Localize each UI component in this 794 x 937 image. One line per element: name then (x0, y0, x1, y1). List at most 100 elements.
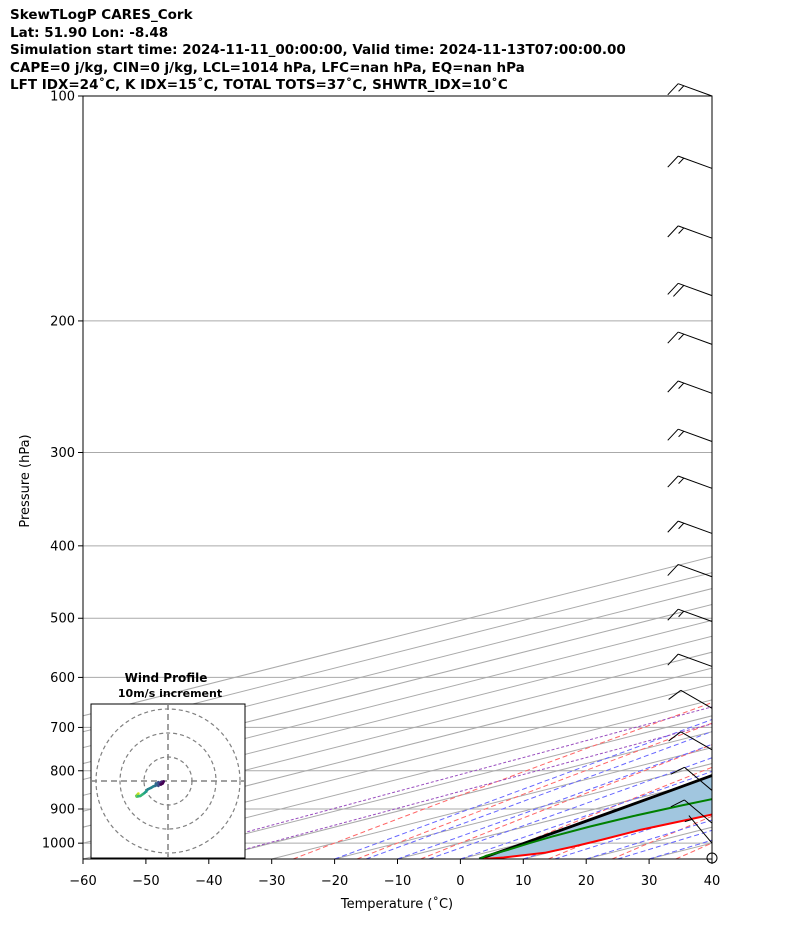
barb-half-flag (678, 382, 685, 389)
barb-flag (667, 225, 679, 238)
x-tick-label: 20 (578, 874, 595, 889)
dry-adiabat (740, 96, 794, 859)
barb-flag (667, 380, 679, 393)
hodograph-trace-segment (159, 782, 165, 786)
barb-flag (667, 331, 679, 344)
index-line: LFT IDX=24˚C, K IDX=15˚C, TOTAL TOTS=37˚… (10, 77, 508, 94)
dry-adiabat (356, 722, 712, 859)
barb-flag (667, 83, 679, 96)
chart-title: SkewTLogP CARES_Cork (10, 7, 193, 23)
isotherm-line (83, 619, 712, 780)
y-tick-label: 800 (50, 764, 75, 779)
barb-half-flag (678, 85, 685, 92)
isotherm-line (145, 715, 712, 859)
barb-flag (667, 653, 679, 666)
x-tick-label: −30 (258, 874, 285, 889)
location-line: Lat: 51.90 Lon: -8.48 (10, 24, 169, 41)
isotherm-line (83, 651, 712, 812)
x-tick-label: −10 (384, 874, 411, 889)
profiles (478, 774, 712, 859)
parcel-profile-line (478, 774, 712, 859)
time-line: Simulation start time: 2024-11-11_00:00:… (10, 42, 626, 59)
isotherm-line (83, 683, 712, 844)
barb-staff (688, 815, 713, 844)
wind-barb (670, 766, 713, 791)
wind-barb (667, 155, 713, 169)
wind-barb (684, 815, 713, 844)
hodograph-subtitle: 10m/s increment (118, 687, 222, 700)
wind-barb (667, 225, 713, 239)
barb-flag (667, 155, 679, 168)
hodograph-inset: Wind Profile 10m/s increment (90, 671, 246, 859)
moist-adiabat (397, 743, 712, 859)
mixing-ratio-line (208, 723, 712, 859)
barb-flag (670, 799, 685, 808)
isotherm-line (83, 699, 712, 859)
cin-shaded-region (479, 775, 712, 859)
barb-staff (680, 689, 713, 709)
hodograph-body (91, 704, 245, 858)
barb-flag (670, 766, 685, 775)
x-tick-label: 0 (456, 874, 464, 889)
x-tick-label: −60 (69, 874, 96, 889)
y-tick-label: 1000 (42, 837, 75, 852)
moist-adiabat (460, 770, 712, 859)
wind-barb (667, 608, 713, 622)
dewpoint-profile-line (478, 798, 712, 859)
barb-half-flag (678, 610, 685, 618)
cape-line: CAPE=0 j/kg, CIN=0 j/kg, LCL=1014 hPa, L… (10, 59, 525, 76)
wind-barb (667, 83, 713, 97)
barb-flag (673, 285, 685, 297)
wind-barb (667, 475, 713, 489)
y-tick-label: 400 (50, 539, 75, 554)
barb-half-flag (678, 430, 685, 438)
wind-barb (667, 653, 713, 667)
x-tick-label: 30 (641, 874, 658, 889)
wind-barb (670, 799, 713, 824)
y-tick-label: 600 (50, 671, 75, 686)
barb-flag (668, 731, 682, 742)
y-tick-label: 200 (50, 314, 75, 329)
wind-barb (667, 331, 713, 345)
barb-flag (667, 564, 679, 576)
y-tick-label: 500 (50, 612, 75, 627)
barb-staff (678, 83, 713, 97)
hodograph-title: Wind Profile (125, 671, 208, 685)
x-tick-label: 40 (704, 874, 721, 889)
axes: −60 −50 −40 −30 −20 −10 0 10 20 30 40 100 200 300 400 5… (42, 90, 720, 890)
barb-half-flag (684, 818, 693, 823)
wind-barb (668, 689, 713, 709)
barb-half-flag (678, 477, 685, 484)
barb-staff (684, 799, 713, 824)
barb-staff (680, 731, 713, 751)
x-axis-label: Temperature (˚C) (340, 896, 453, 912)
wind-barb (667, 563, 713, 578)
barb-half-flag (678, 333, 685, 341)
cape-cin-fill (479, 775, 712, 859)
barb-staff (678, 653, 713, 667)
isotherm-line (711, 858, 712, 859)
wind-barbs (667, 83, 718, 864)
y-tick-label: 300 (50, 446, 75, 461)
barb-flag (667, 282, 679, 295)
barb-flag (667, 608, 679, 621)
barb-flag (668, 689, 682, 700)
isotherm-line (83, 635, 712, 796)
barb-half-flag (678, 227, 685, 234)
wind-barb (667, 282, 713, 297)
x-tick-label: 10 (515, 874, 532, 889)
barb-half-flag (678, 522, 685, 530)
barb-staff (684, 766, 713, 791)
wind-barb (667, 380, 713, 394)
wind-barb (668, 731, 713, 751)
y-axis-label: Pressure (hPa) (18, 434, 33, 527)
x-tick-label: −40 (195, 874, 222, 889)
y-tick-label: 700 (50, 721, 75, 736)
x-tick-label: −50 (132, 874, 159, 889)
barb-flag (667, 475, 679, 488)
mixing-ratio-line (145, 706, 712, 859)
y-tick-label: 100 (50, 90, 75, 105)
moist-adiabat (365, 730, 712, 859)
barb-flag (667, 428, 679, 441)
